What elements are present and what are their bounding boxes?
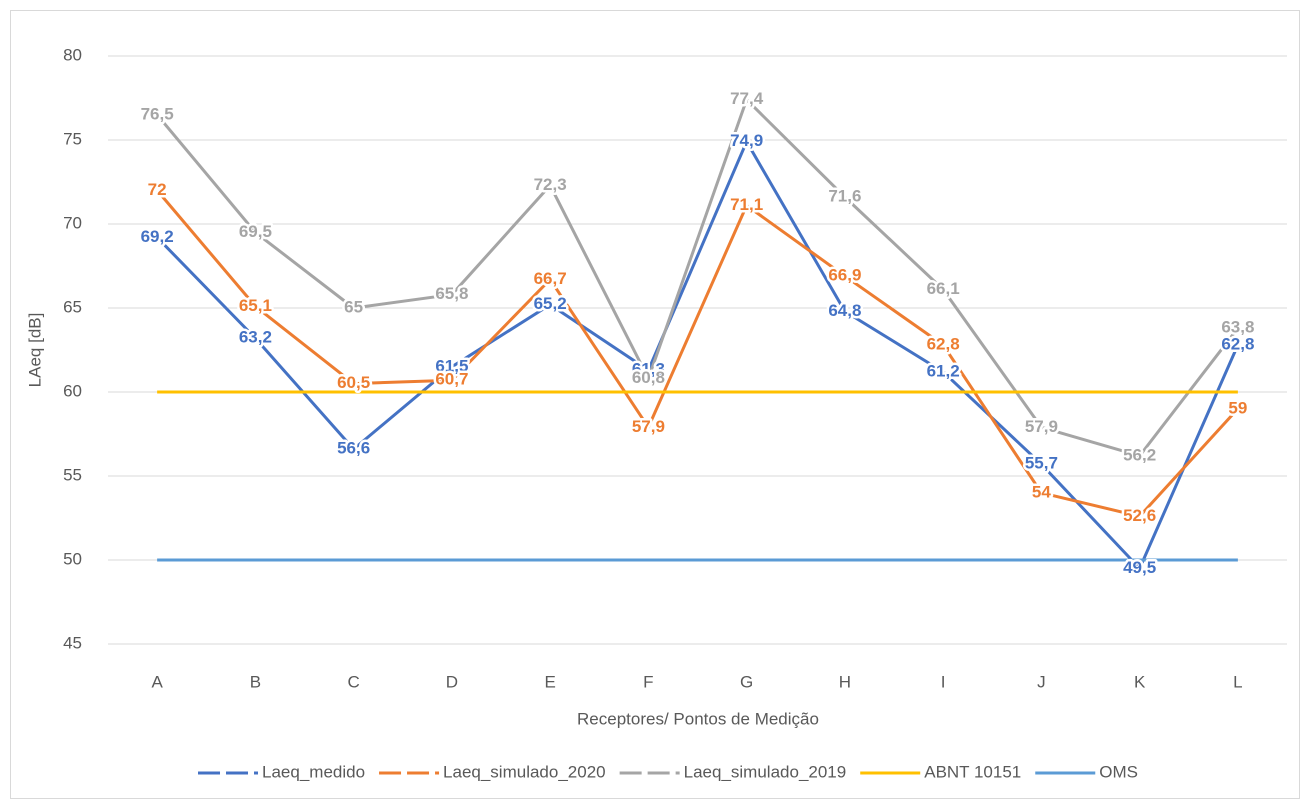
data-label: 74,9 (730, 131, 763, 150)
data-label: 62,8 (1221, 334, 1254, 353)
x-tick-label: I (941, 672, 946, 691)
legend-label: ABNT 10151 (924, 762, 1021, 781)
data-label: 65,8 (435, 284, 468, 303)
legend-label: OMS (1099, 762, 1138, 781)
x-tick-label: H (839, 672, 851, 691)
data-label: 69,5 (239, 222, 272, 241)
x-tick-label: A (151, 672, 163, 691)
data-label: 62,8 (927, 334, 960, 353)
data-label: 63,8 (1221, 318, 1254, 337)
legend: Laeq_medido Laeq_simulado_2020 Laeq_simula… (198, 762, 1138, 781)
y-tick-label: 80 (63, 45, 82, 64)
legend-item: ABNT 10151 (860, 762, 1021, 781)
legend-item: OMS (1035, 762, 1138, 781)
legend-label: Laeq_simulado_2019 (684, 762, 847, 781)
data-label: 63,2 (239, 328, 272, 347)
y-tick-label: 65 (63, 297, 82, 316)
data-label: 76,5 (141, 104, 174, 123)
y-tick-label: 75 (63, 129, 82, 148)
x-tick-label: C (347, 672, 359, 691)
series-line (156, 140, 1240, 570)
data-label: 71,6 (828, 187, 861, 206)
data-label: 61,2 (927, 361, 960, 380)
data-label: 60,8 (632, 368, 665, 387)
y-tick-label: 50 (63, 549, 82, 568)
data-label: 56,2 (1123, 445, 1156, 464)
legend-item: Laeq_medido (198, 762, 365, 781)
data-label: 49,5 (1123, 558, 1156, 577)
y-axis-title: LAeq [dB] (25, 313, 44, 388)
data-label: 65,1 (239, 296, 272, 315)
data-label: 56,6 (337, 439, 370, 458)
series-line (155, 189, 1239, 518)
x-tick-label: J (1037, 672, 1046, 691)
data-label: 71,1 (730, 195, 763, 214)
data-label: 72,3 (534, 175, 567, 194)
legend-label: Laeq_medido (262, 762, 365, 781)
data-label: 77,4 (730, 89, 764, 108)
plot-area: 45 50 55 60 65 70 75 80 A B C D E F G H I J K L 69,2 63,2 56,6… (63, 45, 1287, 691)
data-label: 69,2 (141, 227, 174, 246)
data-label: 57,9 (632, 417, 665, 436)
x-tick-label: G (740, 672, 753, 691)
x-tick-label: D (446, 672, 458, 691)
x-tick-label: K (1134, 672, 1146, 691)
data-label: 60,5 (337, 373, 370, 392)
x-tick-label: L (1233, 672, 1242, 691)
data-label: 55,7 (1025, 454, 1058, 473)
data-label: 59 (1228, 398, 1247, 417)
data-label: 61,5 (435, 356, 468, 375)
y-tick-label: 45 (63, 633, 82, 652)
data-label: 60,7 (435, 370, 468, 389)
data-label: 65,2 (534, 294, 567, 313)
data-label: 64,8 (828, 301, 861, 320)
data-label: 66,9 (828, 266, 861, 285)
data-label: 61,3 (632, 360, 665, 379)
data-label: 52,6 (1123, 506, 1156, 525)
series-line (155, 98, 1240, 458)
data-label: 54 (1032, 482, 1051, 501)
chart-border (10, 10, 1300, 799)
data-label: 66,7 (534, 269, 567, 288)
legend-label: Laeq_simulado_2020 (443, 762, 606, 781)
data-label: 65 (344, 297, 363, 316)
y-tick-label: 70 (63, 213, 82, 232)
y-tick-label: 55 (63, 465, 82, 484)
x-tick-label: F (643, 672, 653, 691)
x-axis-title: Receptores/ Pontos de Medição (577, 709, 819, 728)
legend-item: Laeq_simulado_2019 (619, 762, 847, 781)
y-tick-label: 60 (63, 381, 82, 400)
x-tick-label: B (250, 672, 261, 691)
data-label: 66,1 (927, 279, 960, 298)
data-label: 57,9 (1025, 417, 1058, 436)
x-tick-label: E (544, 672, 555, 691)
legend-item: Laeq_simulado_2020 (379, 762, 606, 781)
data-label: 72 (148, 180, 167, 199)
